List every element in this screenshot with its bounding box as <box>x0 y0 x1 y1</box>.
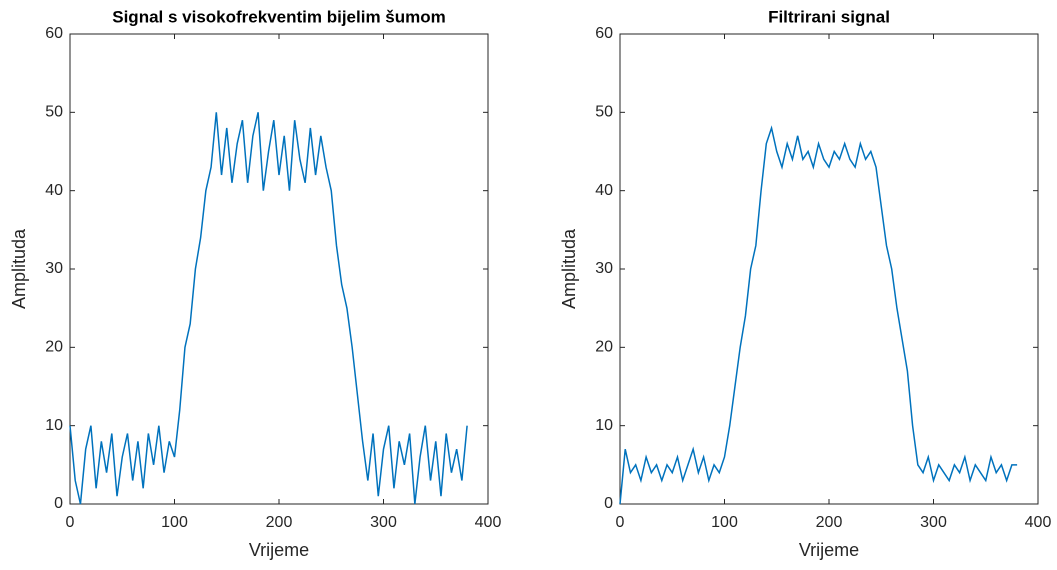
x-tick-label: 100 <box>711 514 738 531</box>
y-tick-label: 20 <box>45 339 63 356</box>
x-tick-label: 300 <box>920 514 947 531</box>
x-tick-label: 200 <box>266 514 293 531</box>
y-tick-label: 0 <box>604 495 613 512</box>
y-tick-label: 20 <box>595 339 613 356</box>
signal-line <box>69 112 468 505</box>
axes-box <box>619 33 1039 505</box>
x-axis-label: Vrijeme <box>249 540 309 560</box>
y-tick-label: 40 <box>595 182 613 199</box>
y-tick-label: 10 <box>595 417 613 434</box>
chart-title: Signal s visokofrekventim bijelim šumom <box>112 7 446 26</box>
x-tick-label: 0 <box>616 514 625 531</box>
y-tick-label: 60 <box>595 25 613 42</box>
signal-line <box>619 125 1018 505</box>
y-tick-label: 30 <box>45 260 63 277</box>
x-axis-label: Vrijeme <box>799 540 859 560</box>
y-tick-label: 30 <box>595 260 613 277</box>
y-tick-label: 10 <box>45 417 63 434</box>
x-tick-label: 200 <box>816 514 843 531</box>
chart-title: Filtrirani signal <box>768 7 890 26</box>
y-axis-label: Amplituda <box>559 228 579 309</box>
x-tick-label: 400 <box>475 514 502 531</box>
y-tick-label: 60 <box>45 25 63 42</box>
x-tick-label: 0 <box>66 514 75 531</box>
y-tick-label: 40 <box>45 182 63 199</box>
y-tick-label: 50 <box>595 104 613 121</box>
x-tick-label: 300 <box>370 514 397 531</box>
y-tick-label: 50 <box>45 104 63 121</box>
y-tick-label: 0 <box>54 495 63 512</box>
y-axis-label: Amplituda <box>9 228 29 309</box>
x-tick-label: 400 <box>1025 514 1052 531</box>
x-tick-label: 100 <box>161 514 188 531</box>
axes-box <box>69 33 489 505</box>
